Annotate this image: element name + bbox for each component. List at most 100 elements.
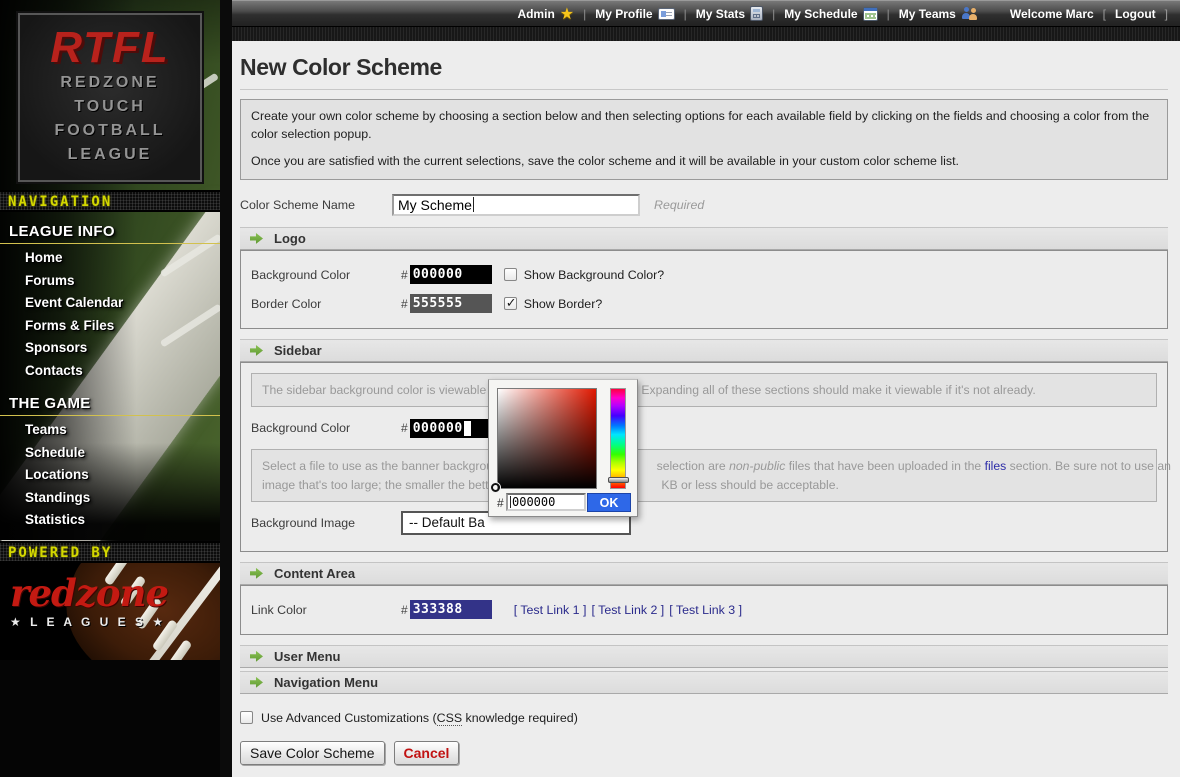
redzone-leagues-logo[interactable]: redzone ★ L E A G U E S ★ bbox=[0, 562, 220, 660]
ok-button[interactable]: OK bbox=[587, 493, 631, 512]
color-cursor-circle[interactable] bbox=[491, 483, 500, 492]
powered-by-banner: POWERED BY bbox=[0, 540, 220, 563]
powered-by-wrap: POWERED BY bbox=[0, 540, 220, 563]
menu-item-my-teams[interactable]: My Teams bbox=[899, 7, 979, 21]
redzone-text: redzone ★ L E A G U E S ★ bbox=[10, 574, 169, 629]
color-picker-popup: # 000000 OK bbox=[488, 379, 638, 517]
note-text: Select a file to use as the banner backg… bbox=[262, 459, 507, 474]
checkbox-label: Show Background Color? bbox=[523, 267, 665, 282]
picker-hex-input[interactable]: 000000 bbox=[506, 493, 586, 511]
menu-separator: | bbox=[886, 6, 890, 21]
required-note: Required bbox=[654, 197, 705, 212]
scheme-name-row: Color Scheme Name My Scheme Required bbox=[240, 193, 1168, 217]
save-color-scheme-button[interactable]: Save Color Scheme bbox=[240, 740, 385, 765]
league-sidebar: RTFL REDZONE TOUCH FOOTBALL LEAGUE NAVIG… bbox=[0, 0, 220, 777]
nav-group-title: THE GAME bbox=[0, 394, 220, 417]
menu-item-label: Admin bbox=[517, 6, 555, 21]
color-value: 333388 bbox=[412, 602, 463, 618]
section-title: User Menu bbox=[274, 648, 341, 664]
files-link[interactable]: files bbox=[984, 459, 1007, 474]
menu-item-my-profile[interactable]: My Profile bbox=[595, 6, 675, 21]
saturation-value-square[interactable] bbox=[497, 388, 597, 489]
sidebar-note-box: The sidebar background color is viewable… bbox=[251, 372, 1157, 408]
logo-bg-color-row: Background Color # 000000 Show Backgroun… bbox=[251, 263, 1157, 287]
note-text: KB or less should be acceptable. bbox=[661, 477, 839, 492]
star-icon bbox=[560, 4, 574, 24]
show-border-checkbox[interactable] bbox=[503, 295, 517, 311]
link-color-field[interactable]: 333388 bbox=[409, 600, 492, 620]
advanced-label: Use Advanced Customizations (CSS knowled… bbox=[261, 710, 578, 726]
sidebar-item-forms-files[interactable]: Forms & Files bbox=[25, 317, 115, 333]
color-value: 555555 bbox=[412, 296, 463, 312]
menu-item-my-schedule[interactable]: My Schedule bbox=[784, 6, 878, 21]
menu-item-admin[interactable]: Admin bbox=[517, 4, 574, 24]
calculator-icon bbox=[750, 6, 764, 21]
sidebar-item-statistics[interactable]: Statistics bbox=[25, 512, 86, 528]
calendar-icon bbox=[862, 6, 878, 21]
menu-item-label: My Teams bbox=[898, 6, 956, 21]
note-text: section. Be sure not to use an bbox=[1006, 459, 1171, 474]
expand-arrow-icon bbox=[250, 676, 263, 688]
logo-border-color-row: Border Color # 555555 Show Border? bbox=[251, 292, 1157, 316]
section-header-sidebar[interactable]: Sidebar bbox=[240, 338, 1168, 362]
menu-item-my-stats[interactable]: My Stats bbox=[695, 6, 764, 21]
logo-bg-color-field[interactable]: 000000 bbox=[409, 265, 492, 285]
scheme-name-label: Color Scheme Name bbox=[240, 197, 356, 212]
hash-prefix: # bbox=[401, 296, 408, 311]
sidebar-item-sponsors[interactable]: Sponsors bbox=[25, 340, 88, 356]
logo-border-color-field[interactable]: 555555 bbox=[409, 294, 492, 314]
sidebar-item-schedule[interactable]: Schedule bbox=[25, 444, 86, 460]
show-bg-color-checkbox[interactable] bbox=[503, 268, 517, 282]
advanced-label-text: knowledge required) bbox=[462, 710, 578, 725]
intro-note-box: Create your own color scheme by choosing… bbox=[240, 99, 1168, 180]
action-buttons: Save Color Scheme Cancel bbox=[240, 740, 1168, 765]
color-value: 000000 bbox=[412, 420, 463, 436]
hash-prefix: # bbox=[497, 496, 504, 510]
hue-strip[interactable] bbox=[610, 388, 626, 489]
sidebar-item-forums[interactable]: Forums bbox=[25, 272, 75, 288]
section-navigation-menu: Navigation Menu bbox=[240, 670, 1168, 694]
sidebar-bg-color-field[interactable]: 000000 bbox=[409, 418, 492, 438]
menu-item-label: My Profile bbox=[595, 6, 653, 21]
hue-slider-handle[interactable] bbox=[608, 477, 629, 483]
scheme-name-input[interactable]: My Scheme bbox=[392, 193, 640, 216]
sidebar-item-locations[interactable]: Locations bbox=[25, 467, 89, 483]
menu-item-label: My Stats bbox=[695, 6, 746, 21]
section-header-user-menu[interactable]: User Menu bbox=[240, 644, 1168, 668]
league-logo-abbr: RTFL bbox=[50, 23, 170, 72]
sidebar-item-standings[interactable]: Standings bbox=[25, 489, 91, 505]
intro-paragraph: Once you are satisfied with the current … bbox=[251, 153, 959, 168]
text-caret bbox=[510, 496, 511, 508]
section-body-sidebar: The sidebar background color is viewable… bbox=[240, 361, 1171, 552]
section-user-menu: User Menu bbox=[240, 644, 1168, 668]
test-link-1[interactable]: [ Test Link 1 ] bbox=[513, 602, 587, 617]
text-caret bbox=[472, 197, 474, 213]
test-links: [ Test Link 1 ] [ Test Link 2 ] [ Test L… bbox=[514, 603, 742, 617]
menu-separator: | bbox=[583, 6, 587, 21]
page-title: New Color Scheme bbox=[240, 54, 1168, 90]
section-header-logo[interactable]: Logo bbox=[240, 226, 1168, 250]
field-label: Link Color bbox=[251, 602, 307, 617]
css-abbr: CSS bbox=[436, 710, 463, 726]
text-caret bbox=[463, 420, 471, 436]
sidebar-item-event-calendar[interactable]: Event Calendar bbox=[25, 295, 124, 311]
section-header-navigation-menu[interactable]: Navigation Menu bbox=[240, 670, 1168, 694]
sidebar-item-teams[interactable]: Teams bbox=[25, 422, 67, 438]
section-sidebar: Sidebar The sidebar background color is … bbox=[240, 338, 1171, 552]
section-header-content-area[interactable]: Content Area bbox=[240, 561, 1168, 585]
cancel-button[interactable]: Cancel bbox=[393, 740, 460, 765]
sidebar-item-home[interactable]: Home bbox=[25, 250, 63, 266]
decorative-ribbed-band bbox=[232, 26, 1180, 41]
sidebar-bg-color-row: Background Color # 000000 bbox=[251, 416, 1157, 440]
advanced-customizations-checkbox[interactable] bbox=[240, 711, 253, 725]
hash-prefix: # bbox=[401, 602, 408, 617]
navigation-banner: NAVIGATION bbox=[0, 190, 220, 213]
logout-link[interactable]: Logout bbox=[1115, 6, 1156, 21]
note-text: selection are bbox=[656, 459, 730, 474]
sidebar-item-contacts[interactable]: Contacts bbox=[25, 362, 83, 378]
section-title: Content Area bbox=[274, 565, 356, 581]
test-link-3[interactable]: [ Test Link 3 ] bbox=[669, 602, 743, 617]
hash-prefix: # bbox=[401, 267, 408, 282]
test-link-2[interactable]: [ Test Link 2 ] bbox=[591, 602, 665, 617]
nav-group-title: LEAGUE INFO bbox=[0, 222, 220, 245]
